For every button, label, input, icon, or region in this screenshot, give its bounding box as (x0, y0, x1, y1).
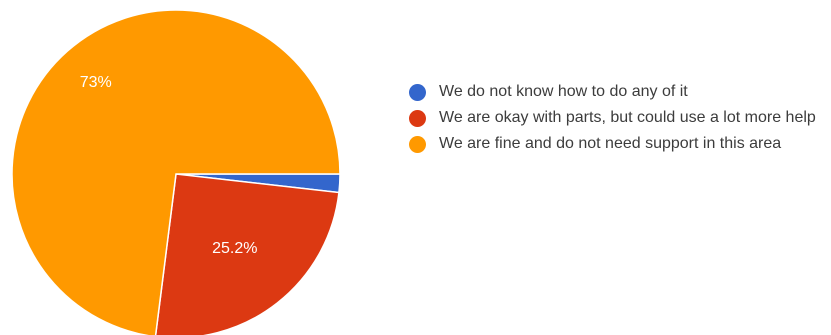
legend-item-need-more-help[interactable]: We are okay with parts, but could use a … (409, 106, 827, 130)
legend-label: We do not know how to do any of it (439, 80, 827, 104)
pie-slices (12, 10, 340, 335)
pie-slice-label: 25.2% (212, 240, 257, 257)
legend-label: We are fine and do not need support in t… (439, 132, 827, 156)
legend-swatch-icon (409, 110, 426, 127)
legend: We do not know how to do any of it We ar… (409, 80, 827, 158)
legend-swatch-icon (409, 84, 426, 101)
legend-item-no-knowledge[interactable]: We do not know how to do any of it (409, 80, 827, 104)
legend-swatch-icon (409, 136, 426, 153)
legend-item-no-support-needed[interactable]: We are fine and do not need support in t… (409, 132, 827, 156)
legend-label: We are okay with parts, but could use a … (439, 106, 827, 130)
pie-slice-label: 73% (80, 74, 112, 91)
